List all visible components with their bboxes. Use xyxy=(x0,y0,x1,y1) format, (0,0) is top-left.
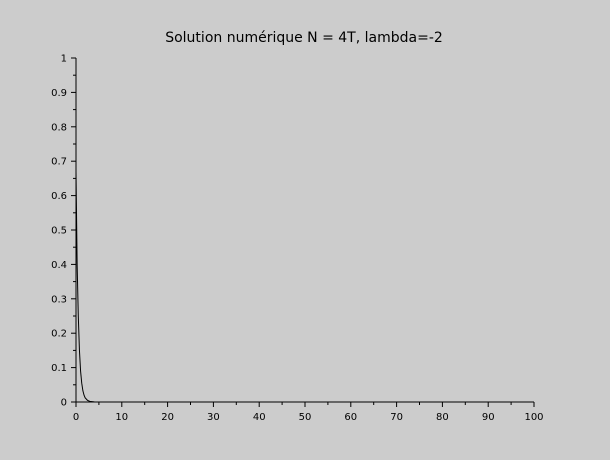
y-tick-label: 0.2 xyxy=(51,329,67,340)
plot-area: 0 10 20 30 40 50 60 70 80 90 100 0 0.1 0.2 0.3 0.4 0.5 0.… xyxy=(51,54,543,424)
y-tick-label: 0 xyxy=(61,398,67,409)
y-tick-label: 0.7 xyxy=(51,157,67,168)
chart-title: Solution numérique N = 4T, lambda=-2 xyxy=(165,30,443,46)
y-tick-label: 0.6 xyxy=(51,191,67,202)
x-tick-label: 50 xyxy=(299,412,312,423)
x-tick-label: 80 xyxy=(436,412,449,423)
y-tick-label: 0.5 xyxy=(51,226,67,237)
x-tick-label: 100 xyxy=(524,412,543,423)
x-tick-label: 90 xyxy=(482,412,495,423)
y-tick-label: 0.8 xyxy=(51,122,67,133)
x-tick-label: 20 xyxy=(161,412,174,423)
y-tick-label: 0.1 xyxy=(51,363,67,374)
x-tick-label: 0 xyxy=(73,412,79,423)
y-tick-label: 0.3 xyxy=(51,294,67,305)
y-tick-label: 0.9 xyxy=(51,88,67,99)
x-tick-label: 10 xyxy=(115,412,128,423)
series-line xyxy=(75,171,534,403)
x-tick-label: 30 xyxy=(207,412,220,423)
x-tick-label: 60 xyxy=(344,412,357,423)
x-tick-label: 40 xyxy=(253,412,266,423)
y-tick-label: 0.4 xyxy=(51,260,67,271)
x-tick-label: 70 xyxy=(390,412,403,423)
y-tick-label: 1 xyxy=(61,54,67,65)
